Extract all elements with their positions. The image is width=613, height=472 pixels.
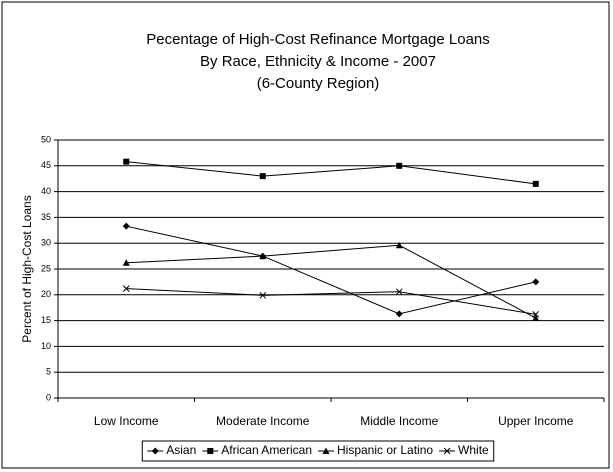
y-tick-label: 10 [41,341,51,351]
marker [532,314,540,322]
chart-title: Pecentage of High-Cost Refinance Mortgag… [146,31,490,48]
marker [259,291,267,299]
legend-item: White [439,443,489,457]
y-tick-label: 15 [41,315,51,325]
marker [122,222,130,230]
y-axis-label: Percent of High-Cost Loans [20,195,34,342]
y-tick-label: 5 [46,367,51,377]
legend: Asian African American Hispanic or Latino W… [141,440,495,462]
x-tick-label: Low Income [94,414,159,428]
marker [396,162,403,169]
y-tick-label: 0 [46,392,51,402]
marker [122,259,130,266]
marker [259,252,267,260]
y-tick-label: 40 [41,186,51,196]
marker [259,173,266,180]
series-line [126,161,536,185]
marker [151,447,159,455]
marker [207,448,214,454]
chart-title: (6-County Region) [257,75,380,92]
marker [395,288,403,296]
legend-label: Hispanic or Latino [337,443,433,457]
series-line [126,244,536,319]
marker [395,310,403,318]
legend-item: Asian [147,443,196,457]
series-line [126,225,536,315]
marker [532,180,539,187]
y-tick-label: 20 [41,289,51,299]
marker [395,241,403,249]
y-tick-label: 35 [41,212,51,222]
legend-item: African American [202,443,312,457]
marker [322,447,330,454]
chart-title: By Race, Ethnicity & Income - 2007 [200,53,436,70]
marker [123,158,130,165]
x-tick-label: Moderate Income [216,414,310,428]
y-tick-label: 50 [41,134,51,144]
marker [532,311,540,318]
legend-label: Asian [166,443,196,457]
marker [443,447,451,455]
x-tick-label: Middle Income [360,414,438,428]
series-line [126,288,536,315]
marker [532,278,540,286]
legend-item: Hispanic or Latino [317,443,433,457]
legend-label: White [458,443,489,457]
x-tick-label: Upper Income [498,414,574,428]
y-tick-label: 25 [41,263,51,273]
marker [122,285,130,292]
legend-label: African American [221,443,312,457]
y-tick-label: 30 [41,238,51,248]
y-tick-label: 45 [41,160,51,170]
